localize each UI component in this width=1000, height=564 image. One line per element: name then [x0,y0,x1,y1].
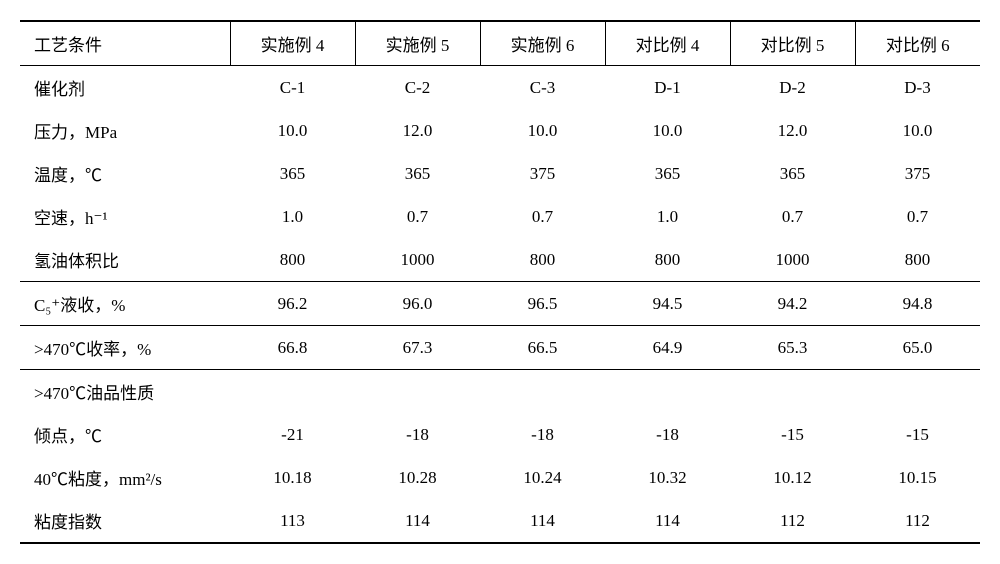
data-cell: 365 [730,152,855,195]
data-cell: -15 [855,413,980,456]
data-cell [855,370,980,414]
data-cell: D-3 [855,66,980,110]
data-cell: 114 [355,499,480,543]
header-cell-compare6: 对比例 6 [855,21,980,66]
data-cell: 10.0 [480,109,605,152]
data-cell: -18 [605,413,730,456]
data-cell: 1000 [730,238,855,282]
data-cell: 0.7 [355,195,480,238]
row-label: >470℃收率，% [20,326,230,370]
data-cell: 375 [855,152,980,195]
table-row: 空速，h⁻¹1.00.70.71.00.70.7 [20,195,980,238]
data-cell: 0.7 [480,195,605,238]
data-cell: 10.32 [605,456,730,499]
table-row: >470℃收率，%66.867.366.564.965.365.0 [20,326,980,370]
table-row: 粘度指数113114114114112112 [20,499,980,543]
row-label: 粘度指数 [20,499,230,543]
data-cell: 800 [855,238,980,282]
data-cell: 0.7 [855,195,980,238]
header-cell-example4: 实施例 4 [230,21,355,66]
row-label: C₅⁺液收，% [20,282,230,326]
data-cell [605,370,730,414]
data-cell: D-2 [730,66,855,110]
table-row: 温度，℃365365375365365375 [20,152,980,195]
data-cell: C-1 [230,66,355,110]
data-cell: 10.24 [480,456,605,499]
data-cell: 112 [855,499,980,543]
data-cell: 1.0 [230,195,355,238]
data-cell [730,370,855,414]
data-cell: 96.2 [230,282,355,326]
data-cell: C-3 [480,66,605,110]
data-cell: 94.8 [855,282,980,326]
data-cell: 365 [230,152,355,195]
data-cell: 365 [355,152,480,195]
data-cell: 0.7 [730,195,855,238]
header-cell-conditions: 工艺条件 [20,21,230,66]
data-cell: 10.18 [230,456,355,499]
table-row: 氢油体积比80010008008001000800 [20,238,980,282]
row-label: 空速，h⁻¹ [20,195,230,238]
data-cell: 12.0 [355,109,480,152]
table-row: 压力，MPa10.012.010.010.012.010.0 [20,109,980,152]
data-cell: 96.0 [355,282,480,326]
data-cell: D-1 [605,66,730,110]
data-cell: 66.8 [230,326,355,370]
data-cell: 112 [730,499,855,543]
row-label: >470℃油品性质 [20,370,230,414]
data-cell: 114 [480,499,605,543]
table-body: 催化剂C-1C-2C-3D-1D-2D-3压力，MPa10.012.010.01… [20,66,980,544]
table-row: >470℃油品性质 [20,370,980,414]
data-cell: 65.0 [855,326,980,370]
data-cell: 114 [605,499,730,543]
data-cell: 10.0 [855,109,980,152]
data-cell: -18 [355,413,480,456]
table-row: 40℃粘度，mm²/s10.1810.2810.2410.3210.1210.1… [20,456,980,499]
data-cell: -18 [480,413,605,456]
data-cell: 800 [230,238,355,282]
data-table: 工艺条件 实施例 4 实施例 5 实施例 6 对比例 4 对比例 5 对比例 6… [20,20,980,544]
data-cell [355,370,480,414]
data-cell: 1.0 [605,195,730,238]
header-cell-compare4: 对比例 4 [605,21,730,66]
table-row: 倾点，℃-21-18-18-18-15-15 [20,413,980,456]
data-cell: 375 [480,152,605,195]
data-cell: -21 [230,413,355,456]
data-cell: 10.28 [355,456,480,499]
row-label: 催化剂 [20,66,230,110]
data-cell [480,370,605,414]
data-cell: 64.9 [605,326,730,370]
table-row: C₅⁺液收，%96.296.096.594.594.294.8 [20,282,980,326]
row-label: 倾点，℃ [20,413,230,456]
data-cell: 800 [480,238,605,282]
table-header: 工艺条件 实施例 4 实施例 5 实施例 6 对比例 4 对比例 5 对比例 6 [20,21,980,66]
data-cell: 1000 [355,238,480,282]
header-cell-compare5: 对比例 5 [730,21,855,66]
data-cell: 94.5 [605,282,730,326]
row-label: 温度，℃ [20,152,230,195]
header-cell-example5: 实施例 5 [355,21,480,66]
data-cell: C-2 [355,66,480,110]
data-cell: 94.2 [730,282,855,326]
data-cell: 66.5 [480,326,605,370]
data-cell: -15 [730,413,855,456]
data-cell: 96.5 [480,282,605,326]
data-cell: 10.15 [855,456,980,499]
data-cell: 12.0 [730,109,855,152]
data-cell: 10.0 [230,109,355,152]
data-cell: 113 [230,499,355,543]
table-row: 催化剂C-1C-2C-3D-1D-2D-3 [20,66,980,110]
row-label: 压力，MPa [20,109,230,152]
row-label: 40℃粘度，mm²/s [20,456,230,499]
row-label: 氢油体积比 [20,238,230,282]
data-cell: 67.3 [355,326,480,370]
data-cell: 800 [605,238,730,282]
data-cell: 65.3 [730,326,855,370]
data-cell: 365 [605,152,730,195]
data-cell: 10.12 [730,456,855,499]
data-cell: 10.0 [605,109,730,152]
data-cell [230,370,355,414]
header-row: 工艺条件 实施例 4 实施例 5 实施例 6 对比例 4 对比例 5 对比例 6 [20,21,980,66]
header-cell-example6: 实施例 6 [480,21,605,66]
